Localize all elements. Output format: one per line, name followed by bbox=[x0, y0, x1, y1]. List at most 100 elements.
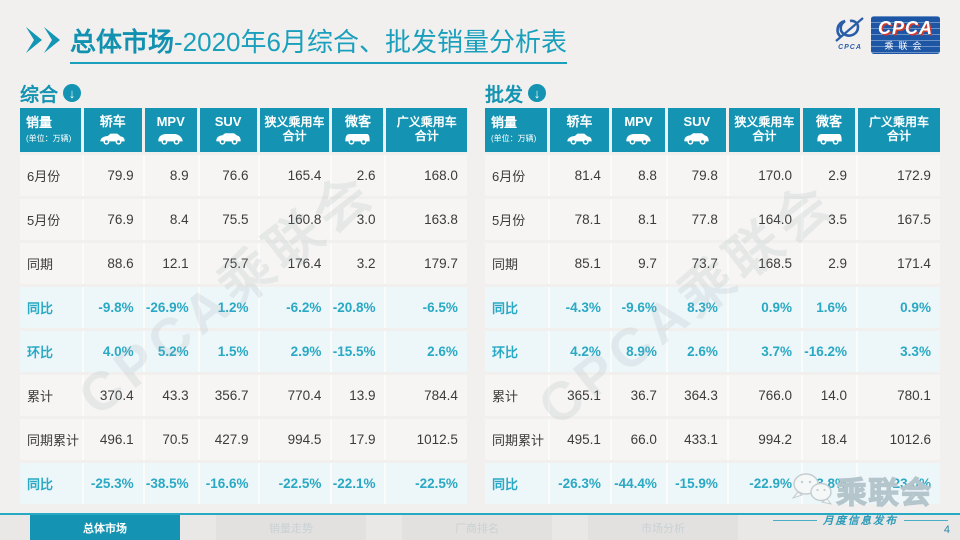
table-cell: -22.5% bbox=[386, 463, 467, 504]
table-row: 5月份 76.9 8.4 75.5 160.8 3.0 163.8 bbox=[20, 199, 467, 240]
table-cell: 8.9% bbox=[611, 331, 668, 372]
table-cell: 2.9 bbox=[803, 155, 859, 196]
table-cell: 3.7% bbox=[728, 331, 804, 372]
row-label: 环比 bbox=[20, 331, 84, 372]
table-cell: 364.3 bbox=[667, 375, 729, 416]
mpv-icon bbox=[625, 131, 652, 145]
table-cell: -6.5% bbox=[386, 287, 467, 328]
table-cell: 81.4 bbox=[550, 155, 612, 196]
footer-tab-销量走势[interactable]: 销量走势 bbox=[216, 515, 366, 540]
table-cell: 495.1 bbox=[550, 419, 612, 460]
header-cell: 轿车 bbox=[83, 108, 145, 152]
page-title-section: 总体市场 bbox=[70, 27, 175, 57]
table-cell: 3.5 bbox=[803, 199, 859, 240]
table-cell: 433.1 bbox=[667, 419, 729, 460]
table-cell: 1.6% bbox=[803, 287, 859, 328]
table-cell: -22.1% bbox=[332, 463, 387, 504]
table-cell: 13.9 bbox=[332, 375, 387, 416]
table-cell: 2.9% bbox=[259, 331, 333, 372]
table-cell: 1.5% bbox=[199, 331, 260, 372]
table-cell: 172.9 bbox=[858, 155, 940, 196]
table-cell: 76.6 bbox=[199, 155, 260, 196]
footer-tab-厂商排名[interactable]: 厂商排名 bbox=[402, 515, 552, 540]
row-label: 同期 bbox=[485, 243, 551, 284]
wholesale-section: 批发 ↓ 销量 (单位：万辆) 轿车 MPV SUV 狭义乘用车 合计 微客 广义乘用车 合计… bbox=[485, 82, 940, 507]
table-cell: 0.9% bbox=[858, 287, 940, 328]
table-row: 同比 -4.3% -9.6% 8.3% 0.9% 1.6% 0.9% bbox=[485, 287, 940, 328]
table-cell: 75.7 bbox=[199, 243, 260, 284]
table-cell: -15.5% bbox=[332, 331, 387, 372]
table-cell: -6.2% bbox=[259, 287, 333, 328]
table-cell: 356.7 bbox=[199, 375, 260, 416]
wholesale-table: 销量 (单位：万辆) 轿车 MPV SUV 狭义乘用车 合计 微客 广义乘用车 合计 6月份 81… bbox=[485, 108, 940, 504]
table-cell: -23.0% bbox=[858, 463, 940, 504]
suv-icon bbox=[683, 131, 710, 145]
table-cell: 77.8 bbox=[667, 199, 729, 240]
table-row: 同期 88.6 12.1 75.7 176.4 3.2 179.7 bbox=[20, 243, 467, 284]
cpca-logo-box: CPCA 乘联会 bbox=[870, 16, 940, 54]
cpca-logo: CPCA CPCA 乘联会 bbox=[833, 16, 940, 54]
suv-icon bbox=[215, 131, 242, 145]
table-row: 环比 4.0% 5.2% 1.5% 2.9% -15.5% 2.6% bbox=[20, 331, 467, 372]
table-cell: -4.3% bbox=[550, 287, 612, 328]
table-cell: -16.2% bbox=[803, 331, 859, 372]
table-cell: 168.5 bbox=[728, 243, 804, 284]
header-cell: 微客 bbox=[803, 108, 859, 152]
swirl-caption: CPCA bbox=[838, 44, 862, 51]
wechat-bubbles-icon bbox=[789, 470, 835, 511]
table-cell: 171.4 bbox=[858, 243, 940, 284]
section-title-text: 批发 bbox=[485, 84, 524, 106]
table-row: 累计 370.4 43.3 356.7 770.4 13.9 784.4 bbox=[20, 375, 467, 416]
table-cell: 17.9 bbox=[332, 419, 387, 460]
table-cell: 9.7 bbox=[611, 243, 668, 284]
table-cell: 163.8 bbox=[386, 199, 467, 240]
table-cell: 79.8 bbox=[667, 155, 729, 196]
footer-tab-市场分析[interactable]: 市场分析 bbox=[588, 515, 738, 540]
table-cell: 370.4 bbox=[83, 375, 145, 416]
table-cell: 2.6% bbox=[386, 331, 467, 372]
table-cell: 3.0 bbox=[332, 199, 387, 240]
footer-tabs: 总体市场 销量走势 厂商排名 市场分析 bbox=[0, 515, 960, 540]
footer-tab-总体市场[interactable]: 总体市场 bbox=[30, 515, 180, 540]
table-cell: 427.9 bbox=[199, 419, 260, 460]
table-cell: -26.3% bbox=[550, 463, 612, 504]
table-cell: 780.1 bbox=[858, 375, 940, 416]
stamp-name-text: 乘联会 bbox=[836, 476, 933, 510]
table-row: 同期累计 496.1 70.5 427.9 994.5 17.9 1012.5 bbox=[20, 419, 467, 460]
table-cell: 179.7 bbox=[386, 243, 467, 284]
table-cell: 365.1 bbox=[550, 375, 612, 416]
sedan-icon bbox=[566, 131, 593, 145]
table-row: 同比-26.3%-44.4%-15.9%-22.9%-23.8%-23.0% bbox=[485, 463, 940, 504]
table-cell: 85.1 bbox=[550, 243, 612, 284]
table-row: 同期累计 495.1 66.0 433.1 994.2 18.4 1012.6 bbox=[485, 419, 940, 460]
composite-section: 综合 ↓ 销量 (单位：万辆) 轿车 MPV SUV 狭义乘用车 合计 微客 广义乘用车 合计… bbox=[20, 82, 467, 507]
table-cell: 36.7 bbox=[611, 375, 668, 416]
row-label: 5月份 bbox=[485, 199, 551, 240]
composite-table: 销量 (单位：万辆) 轿车 MPV SUV 狭义乘用车 合计 微客 广义乘用车 合计 6月份 79… bbox=[20, 108, 467, 504]
table-cell: 8.3% bbox=[667, 287, 729, 328]
row-label: 6月份 bbox=[20, 155, 84, 196]
header-cell-sales: 销量 (单位：万辆) bbox=[485, 108, 551, 152]
table-cell: 14.0 bbox=[803, 375, 859, 416]
table-cell: 43.3 bbox=[144, 375, 200, 416]
table-cell: -22.5% bbox=[259, 463, 333, 504]
table-cell: 88.6 bbox=[83, 243, 145, 284]
header-cell: SUV bbox=[199, 108, 260, 152]
table-cell: 5.2% bbox=[144, 331, 200, 372]
table-cell: 78.1 bbox=[550, 199, 612, 240]
table-cell: 176.4 bbox=[259, 243, 333, 284]
table-cell: 168.0 bbox=[386, 155, 467, 196]
table-cell: 766.0 bbox=[728, 375, 804, 416]
table-cell: 784.4 bbox=[386, 375, 467, 416]
header-cell: MPV bbox=[611, 108, 668, 152]
row-label: 同期 bbox=[20, 243, 84, 284]
header-cell: 微客 bbox=[332, 108, 387, 152]
row-label: 同比 bbox=[485, 463, 551, 504]
row-label: 累计 bbox=[485, 375, 551, 416]
table-cell: 160.8 bbox=[259, 199, 333, 240]
table-cell: 75.5 bbox=[199, 199, 260, 240]
table-cell: 4.0% bbox=[83, 331, 145, 372]
table-row: 累计 365.1 36.7 364.3 766.0 14.0 780.1 bbox=[485, 375, 940, 416]
table-cell: 70.5 bbox=[144, 419, 200, 460]
